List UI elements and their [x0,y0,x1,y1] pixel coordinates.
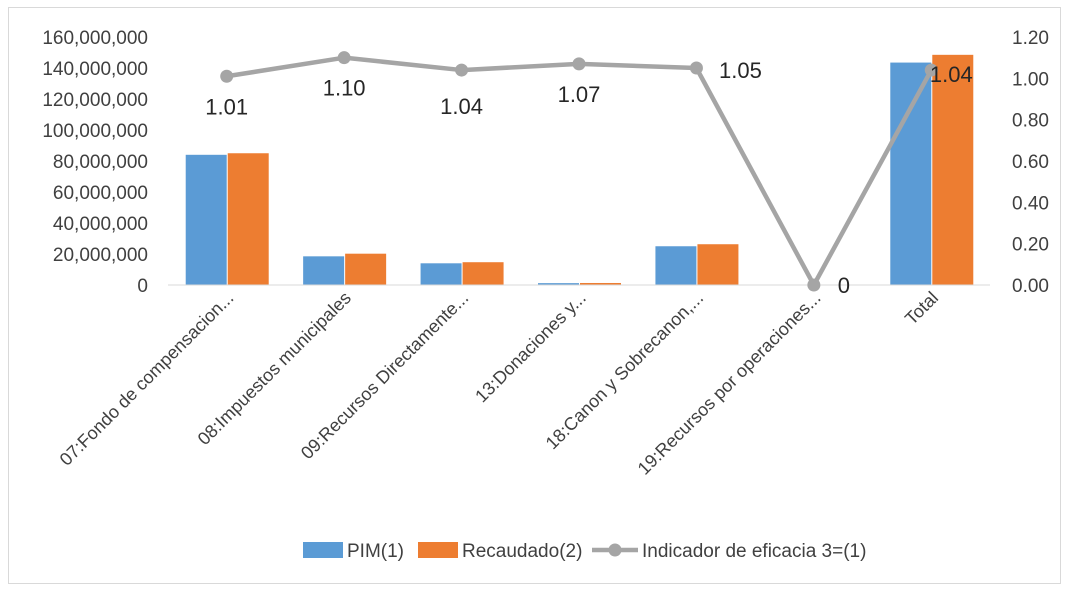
chart-border [8,7,1061,584]
bar-layer [185,54,974,286]
left-tick-label: 80,000,000 [53,152,148,173]
right-tick-label: 0.00 [1012,276,1049,297]
bar-pim-0 [185,154,227,285]
legend-swatch-0 [303,542,343,558]
bar-recaudado-3 [580,282,621,285]
left-tick-label: 100,000,000 [42,121,148,142]
right-tick-label: 0.40 [1012,193,1049,214]
eficacia-point-6 [924,63,938,77]
bar-recaudado-1 [345,253,387,285]
eficacia-point-3 [572,57,586,71]
left-axis-tick-labels: 0 20,000,000 40,000,000 60,000,000 80,000,00… [42,28,148,297]
line-layer [220,51,938,292]
left-tick-label: 0 [137,276,148,297]
right-axis-tick-labels: 0.00 0.20 0.40 0.60 0.80 1.00 1.20 [1012,28,1049,297]
data-label: 1.04 [440,94,483,119]
data-labels: 1.01 1.10 1.04 1.07 1.05 0 1.04 [205,58,972,298]
bar-pim-3 [538,283,579,285]
data-label: 1.05 [719,58,762,83]
eficacia-point-4 [689,61,703,75]
eficacia-point-1 [337,51,351,65]
bar-pim-1 [303,256,345,285]
legend: PIM(1) Recaudado(2) Indicador de eficacia … [303,541,866,562]
data-label: 1.10 [323,76,366,101]
bar-recaudado-6 [932,54,974,286]
bar-pim-4 [655,246,697,285]
legend-label: Indicador de eficacia 3=(1) [642,541,866,562]
data-label: 1.04 [930,62,973,87]
eficacia-point-2 [455,63,469,77]
bar-recaudado-0 [227,153,269,285]
left-tick-label: 140,000,000 [42,59,148,80]
left-tick-label: 40,000,000 [53,214,148,235]
right-tick-label: 0.60 [1012,152,1049,173]
bar-pim-6 [890,62,932,286]
legend-label: PIM(1) [347,541,404,562]
right-tick-label: 0.80 [1012,111,1049,132]
bar-recaudado-4 [697,244,739,285]
right-tick-label: 0.20 [1012,235,1049,256]
data-label: 0 [838,273,850,298]
right-tick-label: 1.20 [1012,28,1049,49]
right-tick-label: 1.00 [1012,69,1049,90]
left-tick-label: 120,000,000 [42,90,148,111]
bar-pim-2 [420,263,462,285]
data-label: 1.01 [205,94,248,119]
left-tick-label: 20,000,000 [53,245,148,266]
legend-swatch-1 [418,542,458,558]
left-tick-label: 160,000,000 [42,28,148,49]
legend-swatch-marker [608,543,622,557]
eficacia-point-0 [220,69,234,83]
left-tick-label: 60,000,000 [53,183,148,204]
legend-label: Recaudado(2) [462,541,582,562]
eficacia-point-5 [807,278,821,292]
bar-recaudado-2 [462,262,504,285]
data-label: 1.07 [558,82,601,107]
